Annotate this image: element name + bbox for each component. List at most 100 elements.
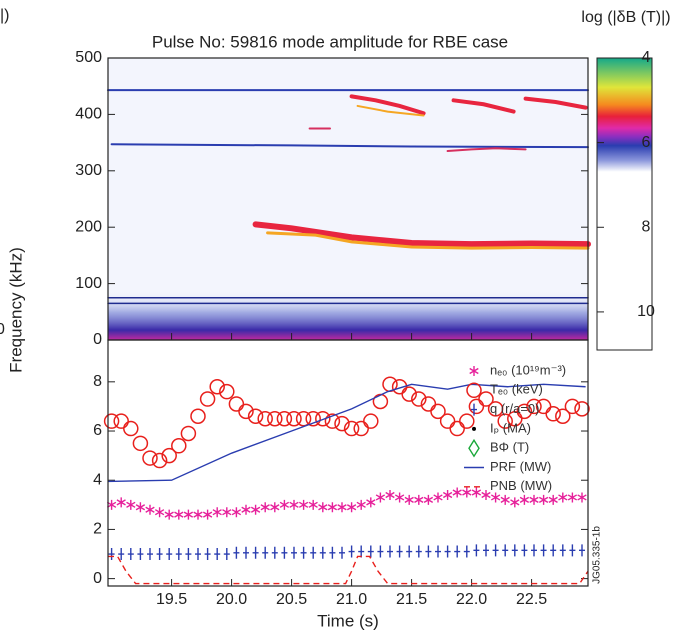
marker-asterisk [538, 494, 549, 505]
marker-asterisk [241, 504, 251, 515]
marker-circle [161, 447, 177, 464]
colorbar-tick-label: 10 [637, 303, 655, 320]
marker-circle [315, 410, 331, 427]
marker-plus [223, 548, 230, 561]
marker-plus [463, 545, 470, 558]
marker-asterisk [356, 499, 366, 510]
marker-asterisk [183, 509, 194, 520]
legend-label: Tₑ₀ (keV) [490, 382, 543, 397]
marker-asterisk [490, 492, 501, 503]
marker-plus [348, 545, 355, 558]
marker-plus [147, 548, 153, 561]
y-tick-label: 0 [93, 570, 102, 587]
marker-asterisk [394, 492, 405, 503]
marker-asterisk [106, 499, 117, 510]
marker-plus [387, 545, 393, 558]
marker-plus [319, 546, 326, 559]
marker-circle [459, 413, 475, 429]
marker-plus [521, 544, 528, 557]
x-tick-label: 20.5 [276, 591, 307, 608]
y-tick-label: 400 [75, 106, 102, 123]
marker-circle [564, 398, 581, 415]
y-tick-label: 500 [75, 49, 102, 66]
marker-asterisk [222, 507, 232, 518]
marker-plus [550, 544, 557, 557]
marker-circle [305, 410, 321, 427]
y-axis-label: Frequency (kHz) [6, 247, 25, 373]
marker-asterisk [318, 502, 328, 513]
series-line [108, 555, 589, 585]
marker-plus [195, 548, 201, 561]
marker-plus [492, 544, 499, 557]
legend-label: nₑ₀ (10¹⁹m⁻³) [490, 362, 566, 377]
marker-plus [108, 548, 115, 561]
mode-trace [451, 98, 516, 114]
marker-circle [411, 391, 427, 407]
marker-asterisk [567, 492, 578, 503]
marker-asterisk [529, 494, 539, 505]
x-tick-label: 22.5 [516, 591, 547, 608]
legend-label: q (r/a=0) [490, 401, 540, 416]
marker-circle [478, 391, 494, 407]
marker-circle [363, 413, 379, 429]
marker-plus [329, 546, 336, 559]
marker-plus [271, 546, 278, 559]
colorbar-tick-label: 4 [642, 49, 651, 66]
marker-plus [454, 545, 461, 558]
marker-plus [569, 544, 576, 557]
marker-circle [420, 396, 437, 412]
marker-plus [233, 546, 240, 559]
marker-plus [204, 548, 211, 561]
marker-asterisk [385, 489, 395, 500]
marker-asterisk [126, 499, 136, 510]
y-tick-label: 100 [75, 275, 102, 292]
marker-circle [449, 420, 465, 437]
marker-asterisk [154, 507, 165, 518]
marker-asterisk [116, 497, 126, 508]
marker-circle [123, 420, 139, 437]
y-tick-label: 8 [93, 373, 102, 390]
marker-asterisk [202, 509, 213, 520]
colorbar-tick-label: 8 [642, 218, 651, 235]
marker-plus [435, 545, 441, 558]
x-tick-label: 21.0 [336, 591, 367, 608]
y-tick-label: 2 [93, 521, 102, 538]
marker-asterisk [231, 507, 242, 518]
marker-asterisk [366, 497, 376, 508]
legend-label: PNB (MW) [490, 478, 552, 493]
marker-circle [516, 403, 533, 420]
marker-plus [156, 548, 163, 561]
marker-asterisk [270, 502, 280, 513]
marker-dot [472, 426, 476, 431]
x-axis-label: Time (s) [317, 611, 379, 630]
x-tick-label: 22.0 [456, 591, 487, 608]
marker-circle [151, 452, 168, 469]
marker-plus [540, 544, 547, 557]
y-tick-label: 200 [75, 218, 102, 235]
marker-plus [511, 544, 518, 557]
figure-id: JG05.335-1b [592, 526, 603, 584]
marker-plus [166, 548, 173, 561]
marker-asterisk [471, 487, 482, 498]
marker-asterisk [193, 509, 203, 520]
mode-trace [110, 143, 589, 149]
marker-plus [396, 545, 403, 558]
marker-plus [127, 548, 134, 561]
marker-plus [377, 545, 384, 558]
marker-asterisk [558, 492, 568, 503]
marker-asterisk [423, 494, 434, 505]
marker-plus [252, 546, 259, 559]
marker-asterisk [337, 502, 347, 513]
marker-circle [132, 435, 149, 452]
y-tick-label: 6 [93, 422, 102, 439]
y-tick-label: 0 [93, 331, 102, 348]
y-tick-label: 4 [93, 471, 102, 488]
marker-plus [367, 545, 374, 558]
marker-circle [507, 410, 523, 427]
marker-circle [526, 398, 542, 415]
x-tick-label: 20.0 [216, 591, 247, 608]
marker-circle [103, 413, 120, 429]
marker-circle [353, 420, 369, 437]
marker-asterisk [500, 494, 510, 505]
